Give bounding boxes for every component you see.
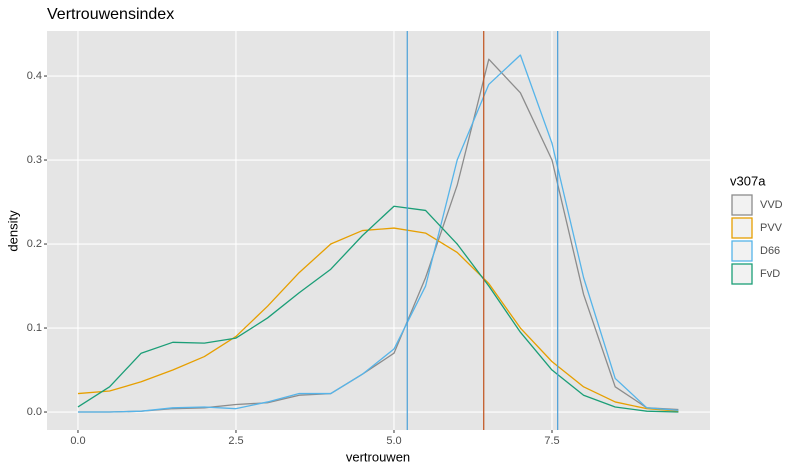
x-tick-label: 5.0 [386,435,401,447]
y-tick-label: 0.2 [27,238,42,250]
grid [47,31,710,430]
x-tick-label: 7.5 [544,435,559,447]
panel [47,31,710,430]
legend-key [731,240,753,262]
legend-key [731,194,753,216]
x-tick-label: 2.5 [228,435,243,447]
y-axis-label: density [5,210,20,252]
plot-area [77,31,679,430]
chart-title: Vertrouwensindex [47,6,174,23]
y-tick-label: 0.1 [27,322,42,334]
y-tick-label: 0.4 [27,70,42,82]
y-tick-label: 0.3 [27,154,42,166]
legend-key [731,263,753,285]
x-tick-label: 0.0 [70,435,85,447]
legend-label: D66 [760,245,780,257]
density-line [77,58,679,413]
legend: VVD PVV D66 FvD [731,194,783,285]
density-line [77,54,679,413]
legend-label: VVD [760,199,783,211]
legend-label: PVV [760,222,783,234]
x-axis-label: vertrouwen [346,449,410,464]
legend-title: v307a [730,173,766,188]
y-tick-label: 0.0 [27,406,42,418]
density-line [77,227,679,412]
density-line [77,205,679,413]
legend-label: FvD [760,268,780,280]
legend-key [731,217,753,239]
